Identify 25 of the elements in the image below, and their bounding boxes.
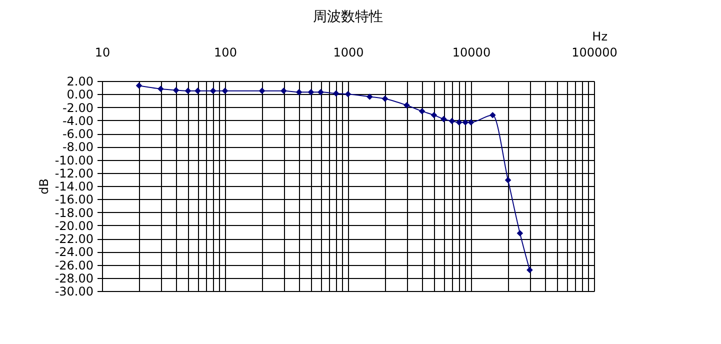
y-tick-label: -10.00 <box>54 153 94 168</box>
y-tick-label: 0.00 <box>66 88 94 102</box>
y-tick-label: -24.00 <box>54 245 94 260</box>
x-tick-label: 100 <box>214 46 237 60</box>
y-tick-label: -12.00 <box>54 166 94 180</box>
y-tick-label: -6.00 <box>62 127 94 141</box>
x-tick-label: 10 <box>94 46 110 60</box>
y-tick-label: -26.00 <box>54 258 94 272</box>
y-axis-title: dB <box>36 178 51 194</box>
x-tick-label: 100000 <box>572 46 618 60</box>
y-tick-label: -20.00 <box>54 218 94 233</box>
y-tick-label: -18.00 <box>54 206 94 220</box>
chart-title: 周波数特性 <box>313 9 383 25</box>
y-tick-label: -30.00 <box>54 284 94 298</box>
x-tick-label: 10000 <box>452 46 491 60</box>
y-tick-label: -16.00 <box>54 192 94 207</box>
x-axis-title: Hz <box>592 30 608 44</box>
y-tick-label: -4.00 <box>62 114 94 128</box>
y-tick-label: -8.00 <box>62 140 94 154</box>
y-tick-label: -14.00 <box>54 180 94 194</box>
x-tick-label: 1000 <box>333 46 364 60</box>
y-tick-label: -22.00 <box>54 232 94 246</box>
y-tick-label: 2.00 <box>66 74 94 88</box>
y-tick-label: -28.00 <box>54 271 94 286</box>
y-tick-label: -2.00 <box>62 100 94 115</box>
